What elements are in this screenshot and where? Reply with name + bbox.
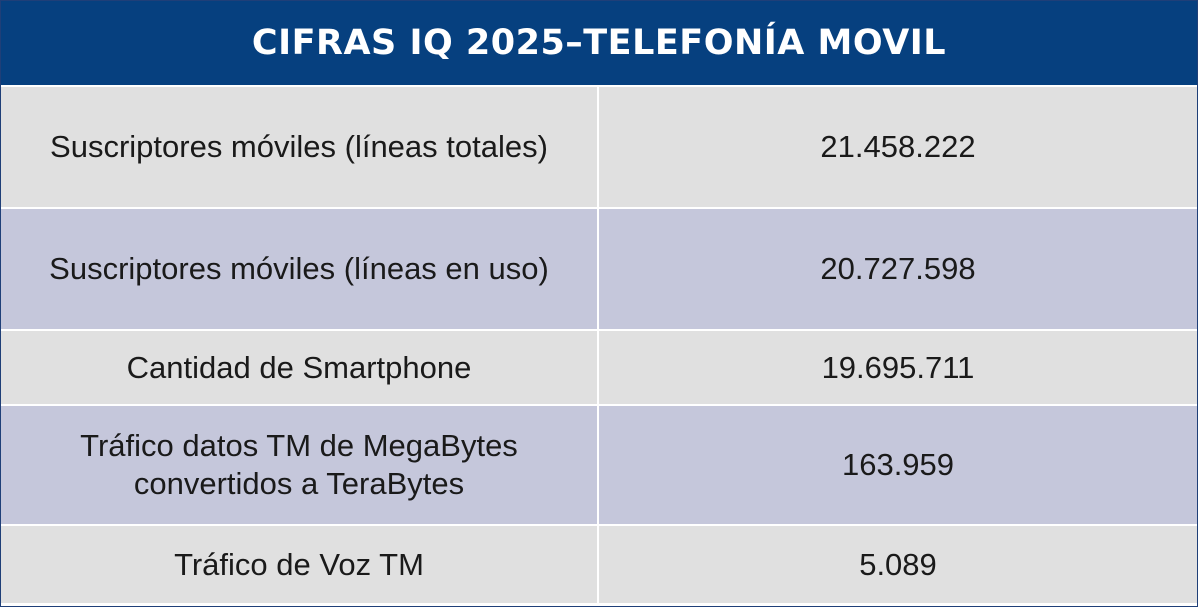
table-row: Suscriptores móviles (líneas totales) 21…	[1, 87, 1197, 209]
row-label: Cantidad de Smartphone	[1, 331, 599, 404]
row-label: Tráfico datos TM de MegaBytes convertido…	[1, 406, 599, 524]
table-row: Tráfico de Voz TM 5.089	[1, 526, 1197, 603]
row-label: Tráfico de Voz TM	[1, 526, 599, 603]
table-row: Suscriptores móviles (líneas en uso) 20.…	[1, 209, 1197, 331]
row-value: 20.727.598	[820, 251, 976, 286]
row-value: 5.089	[859, 546, 937, 582]
row-value: 21.458.222	[820, 129, 976, 164]
table-header: CIFRAS IQ 2025–TELEFONÍA MOVIL	[1, 1, 1197, 87]
table-body: Suscriptores móviles (líneas totales) 21…	[1, 87, 1197, 603]
row-value: 163.959	[841, 447, 955, 482]
table-row: Cantidad de Smartphone 19.695.711	[1, 331, 1197, 406]
table-title: CIFRAS IQ 2025–TELEFONÍA MOVIL	[251, 23, 947, 63]
table-row: Tráfico datos TM de MegaBytes convertido…	[1, 406, 1197, 526]
row-label: Suscriptores móviles (líneas totales)	[1, 87, 599, 207]
row-label: Suscriptores móviles (líneas en uso)	[1, 209, 599, 329]
row-value: 19.695.711	[821, 349, 975, 385]
